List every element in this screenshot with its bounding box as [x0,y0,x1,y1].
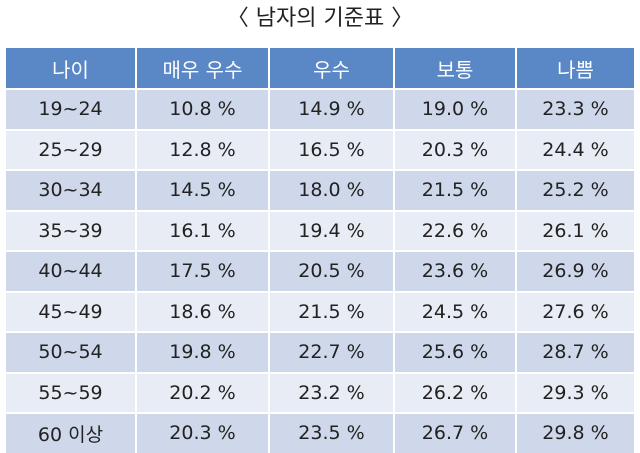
value-cell: 27.6 % [516,290,634,332]
value-cell: 16.5 % [269,128,395,170]
header-cell: 나쁨 [516,48,634,89]
value-cell: 24.4 % [516,128,634,170]
age-cell: 45~49 [6,290,137,332]
value-cell: 14.9 % [269,88,395,130]
header-cell: 나이 [6,48,137,89]
value-cell: 29.8 % [516,412,634,453]
value-cell: 29.3 % [516,371,634,413]
header-cell: 보통 [394,48,517,89]
table-row: 19~24 10.8 % 14.9 % 19.0 % 23.3 % [6,88,634,130]
value-cell: 10.8 % [136,88,270,130]
table: 나이 매우 우수 우수 보통 나쁨 19~24 10.8 % 14.9 % 19.0 % 23.… [6,48,634,453]
value-cell: 23.3 % [516,88,634,130]
age-cell: 50~54 [6,331,137,373]
table-row: 60 이상 20.3 % 23.5 % 26.7 % 29.8 % [6,412,634,453]
value-cell: 19.8 % [136,331,270,373]
value-cell: 26.1 % [516,209,634,251]
value-cell: 20.3 % [136,412,270,453]
value-cell: 14.5 % [136,169,270,211]
header-cell: 매우 우수 [136,48,270,89]
age-cell: 40~44 [6,250,137,292]
table-row: 55~59 20.2 % 23.2 % 26.2 % 29.3 % [6,371,634,413]
header-cell: 우수 [269,48,395,89]
value-cell: 20.2 % [136,371,270,413]
table-body: 19~24 10.8 % 14.9 % 19.0 % 23.3 % 25~29 12.8 %… [6,88,634,453]
table-title: 〈 남자의 기준표 〉 [226,6,414,31]
age-cell: 35~39 [6,209,137,251]
value-cell: 23.5 % [269,412,395,453]
age-cell: 60 이상 [6,412,137,453]
table-row: 30~34 14.5 % 18.0 % 21.5 % 25.2 % [6,169,634,211]
header-row: 나이 매우 우수 우수 보통 나쁨 [6,48,634,89]
age-cell: 55~59 [6,371,137,413]
age-cell: 30~34 [6,169,137,211]
table-row: 45~49 18.6 % 21.5 % 24.5 % 27.6 % [6,290,634,332]
table-row: 40~44 17.5 % 20.5 % 23.6 % 26.9 % [6,250,634,292]
table-row: 35~39 16.1 % 19.4 % 22.6 % 26.1 % [6,209,634,251]
value-cell: 28.7 % [516,331,634,373]
value-cell: 17.5 % [136,250,270,292]
value-cell: 16.1 % [136,209,270,251]
value-cell: 18.6 % [136,290,270,332]
value-cell: 20.3 % [394,128,517,170]
table-header: 나이 매우 우수 우수 보통 나쁨 [6,48,634,89]
value-cell: 25.2 % [516,169,634,211]
value-cell: 24.5 % [394,290,517,332]
table-row: 25~29 12.8 % 16.5 % 20.3 % 24.4 % [6,128,634,170]
value-cell: 25.6 % [394,331,517,373]
value-cell: 26.7 % [394,412,517,453]
page: 〈 남자의 기준표 〉 나이 매우 우수 우수 보통 나쁨 19~24 10.8 % 14.… [6,6,634,453]
value-cell: 19.0 % [394,88,517,130]
value-cell: 23.2 % [269,371,395,413]
value-cell: 12.8 % [136,128,270,170]
value-cell: 23.6 % [394,250,517,292]
value-cell: 20.5 % [269,250,395,292]
age-cell: 25~29 [6,128,137,170]
value-cell: 22.6 % [394,209,517,251]
value-cell: 22.7 % [269,331,395,373]
value-cell: 26.9 % [516,250,634,292]
value-cell: 21.5 % [269,290,395,332]
table-row: 50~54 19.8 % 22.7 % 25.6 % 28.7 % [6,331,634,373]
value-cell: 21.5 % [394,169,517,211]
value-cell: 19.4 % [269,209,395,251]
age-cell: 19~24 [6,88,137,130]
value-cell: 18.0 % [269,169,395,211]
value-cell: 26.2 % [394,371,517,413]
